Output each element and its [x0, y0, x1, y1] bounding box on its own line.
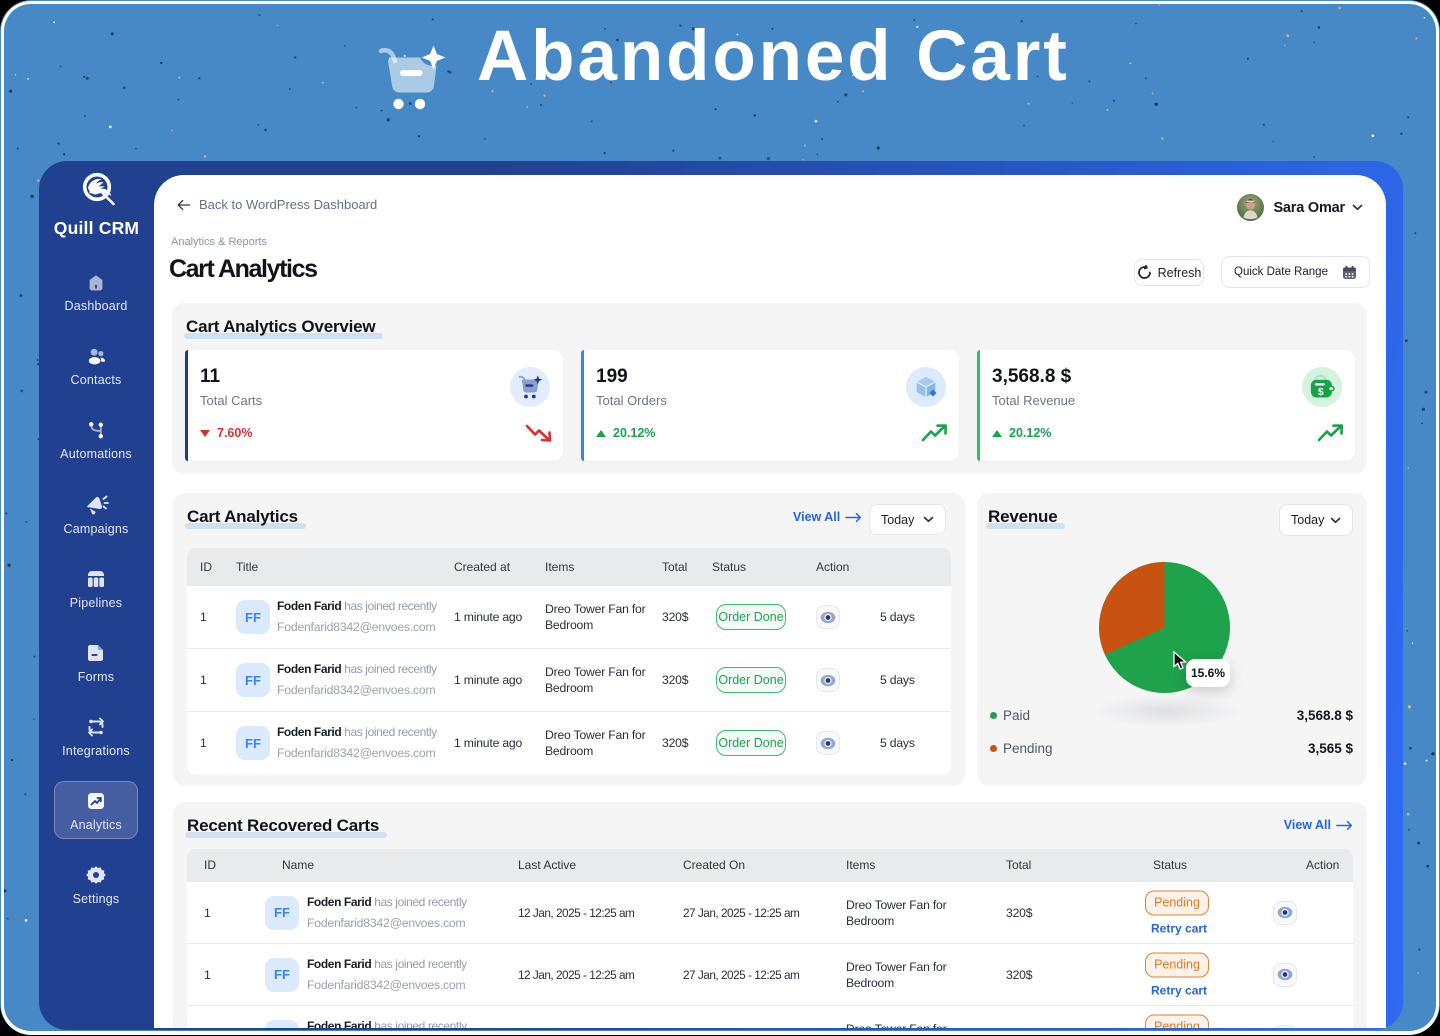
svg-text:$: $: [1317, 385, 1323, 397]
